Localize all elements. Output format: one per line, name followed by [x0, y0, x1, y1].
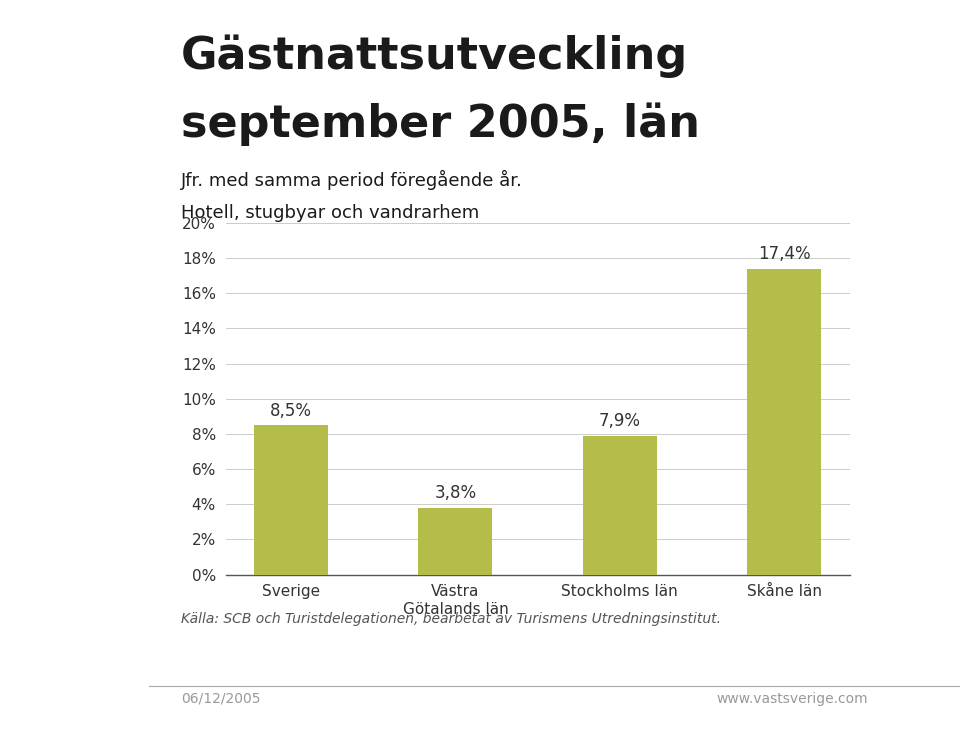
- Text: 8,5%: 8,5%: [270, 402, 312, 420]
- Bar: [747, 268, 821, 575]
- Bar: [419, 508, 492, 575]
- Text: 17,4%: 17,4%: [758, 246, 810, 263]
- Text: www.vastsverige.com: www.vastsverige.com: [716, 692, 868, 706]
- Bar: [583, 435, 657, 575]
- Text: 7,9%: 7,9%: [599, 413, 641, 430]
- Text: september 2005, län: september 2005, län: [181, 102, 700, 146]
- Text: 3,8%: 3,8%: [434, 485, 476, 503]
- Text: 5: 5: [921, 710, 937, 730]
- Text: Källa: SCB och Turistdelegationen, bearbetat av Turismens Utredningsinstitut.: Källa: SCB och Turistdelegationen, bearb…: [181, 612, 721, 627]
- Text: 06/12/2005: 06/12/2005: [181, 692, 261, 706]
- Text: Jfr. med samma period föregående år.: Jfr. med samma period föregående år.: [181, 170, 523, 191]
- Text: Gästnattsutveckling: Gästnattsutveckling: [181, 34, 688, 78]
- Bar: [254, 425, 328, 575]
- Text: Hotell, stugbyar och vandrarhem: Hotell, stugbyar och vandrarhem: [181, 204, 479, 222]
